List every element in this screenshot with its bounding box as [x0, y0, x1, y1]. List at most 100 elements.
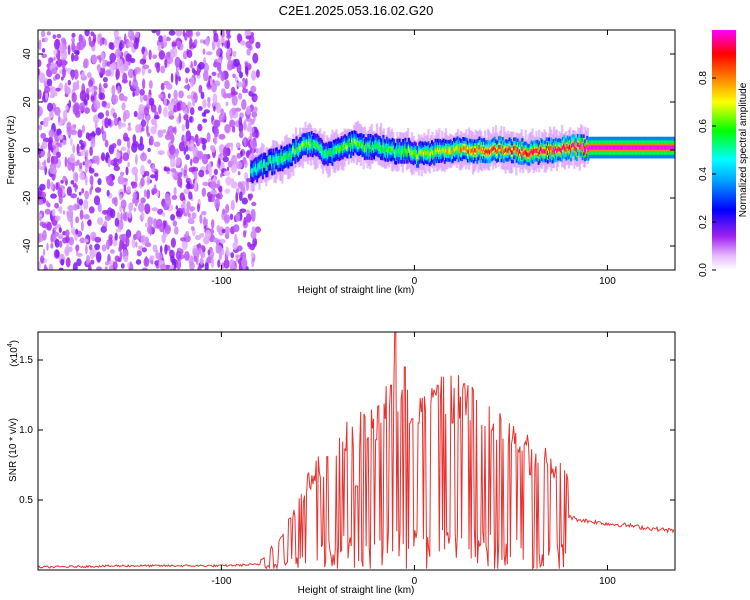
noise-blob — [242, 78, 246, 87]
snr-x-ticks: -100 0 100 — [211, 332, 616, 587]
spectrogram-noise-region — [38, 30, 261, 270]
spectrogram-y-ticks: -40 -20 0 20 40 — [22, 48, 675, 253]
ridge-band — [655, 145, 658, 150]
noise-blob — [43, 159, 47, 169]
noise-blob — [170, 237, 176, 248]
noise-blob — [230, 154, 237, 166]
noise-blob — [151, 207, 158, 212]
noise-blob — [211, 82, 217, 93]
noise-blob — [157, 44, 162, 52]
noise-blob — [105, 69, 112, 77]
noise-blob — [143, 50, 149, 56]
noise-blob — [123, 184, 127, 194]
noise-blob — [50, 242, 54, 249]
noise-blob — [120, 212, 123, 223]
noise-blob — [222, 146, 228, 158]
noise-blob — [222, 92, 228, 99]
ridge-band — [645, 145, 648, 150]
noise-blob — [67, 205, 74, 212]
ridge-band — [531, 150, 534, 155]
ridge-band — [647, 145, 650, 150]
ridge-band — [426, 151, 429, 156]
noise-blob — [106, 189, 110, 197]
noise-blob — [176, 101, 181, 112]
noise-blob — [210, 145, 216, 153]
noise-blob — [120, 263, 125, 269]
noise-blob — [78, 191, 82, 196]
noise-blob — [167, 125, 174, 136]
ridge-band — [407, 146, 410, 151]
ridge-band — [468, 149, 471, 154]
noise-blob — [106, 175, 113, 186]
ridge-band — [424, 149, 427, 155]
ridge-band — [290, 153, 293, 158]
noise-blob — [101, 125, 104, 135]
noise-blob — [219, 238, 226, 244]
noise-blob — [245, 213, 252, 223]
noise-blob — [251, 111, 258, 118]
noise-blob — [75, 228, 79, 235]
noise-blob — [203, 62, 209, 73]
ridge-band — [307, 144, 310, 149]
noise-blob — [58, 134, 64, 141]
y-tick-label: 0.5 — [19, 495, 33, 506]
ridge-band — [505, 147, 508, 152]
noise-blob — [165, 36, 171, 42]
noise-blob — [89, 175, 94, 186]
noise-blob — [119, 234, 126, 241]
noise-blob — [204, 262, 209, 270]
noise-blob — [178, 141, 185, 152]
noise-blob — [94, 243, 100, 251]
noise-blob — [245, 106, 251, 116]
noise-blob — [234, 233, 238, 244]
noise-blob — [175, 210, 181, 217]
noise-blob — [238, 116, 243, 126]
ridge-band — [646, 145, 649, 150]
noise-blob — [186, 180, 191, 189]
ridge-band — [492, 146, 495, 151]
ridge-band — [524, 150, 527, 155]
noise-blob — [253, 106, 258, 113]
ridge-band — [416, 154, 418, 160]
noise-blob — [250, 230, 257, 240]
noise-blob — [70, 129, 78, 136]
noise-blob — [38, 213, 43, 219]
ridge-band — [582, 143, 585, 148]
noise-blob — [226, 93, 233, 99]
noise-blob — [81, 71, 86, 78]
noise-blob — [98, 92, 104, 100]
noise-blob — [166, 51, 171, 58]
noise-blob — [62, 118, 66, 125]
noise-blob — [71, 52, 75, 63]
noise-blob — [56, 128, 62, 136]
noise-blob — [185, 154, 190, 161]
ridge-band — [623, 145, 626, 150]
ridge-band — [283, 154, 286, 160]
ridge-band — [387, 149, 389, 154]
noise-blob — [176, 40, 182, 48]
noise-blob — [55, 182, 59, 191]
noise-blob — [135, 259, 142, 265]
ridge-band — [287, 155, 290, 160]
noise-blob — [193, 39, 198, 45]
ridge-band — [587, 147, 590, 153]
noise-blob — [127, 210, 132, 219]
noise-blob — [171, 41, 177, 47]
ridge-band — [593, 145, 596, 150]
noise-blob — [232, 73, 236, 79]
noise-blob — [171, 258, 175, 266]
noise-blob — [44, 208, 51, 215]
noise-blob — [104, 139, 109, 148]
noise-blob — [108, 42, 114, 50]
noise-blob — [232, 125, 236, 133]
ridge-band — [329, 150, 332, 155]
noise-blob — [196, 150, 204, 160]
noise-blob — [167, 93, 171, 99]
x-tick-label: 0 — [412, 576, 418, 587]
noise-blob — [170, 134, 175, 144]
ridge-band — [315, 143, 318, 148]
ridge-band — [413, 150, 416, 155]
noise-blob — [134, 199, 138, 207]
noise-blob — [188, 191, 193, 200]
